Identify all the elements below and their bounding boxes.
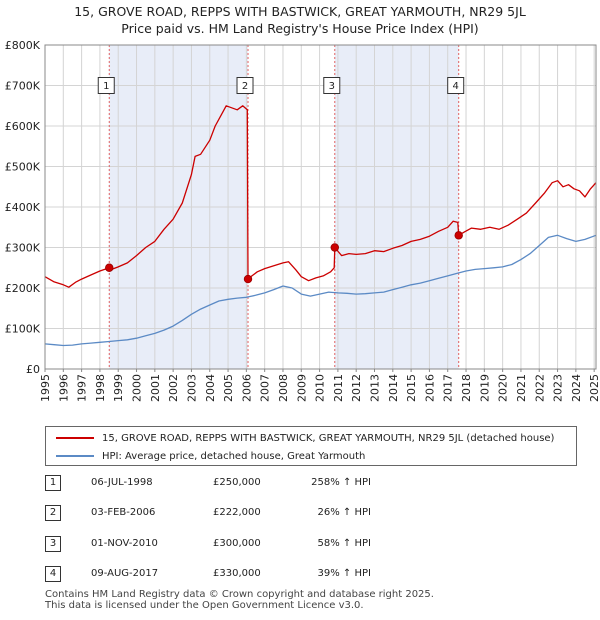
chart-subtitle: Price paid vs. HM Land Registry's House …: [121, 21, 479, 36]
x-tick-label: 2006: [240, 374, 253, 402]
x-tick-label: 2022: [533, 374, 546, 402]
sale-marker-label-4: 4: [453, 81, 459, 92]
sale-hpi-change: 26% ↑ HPI: [317, 507, 371, 518]
x-tick-label: 2016: [423, 374, 436, 402]
x-tick-label: 2007: [259, 374, 272, 402]
sale-row-3: 3 01-NOV-2010 £300,000 58% ↑ HPI: [45, 536, 585, 554]
sale-hpi-change: 58% ↑ HPI: [317, 538, 371, 549]
x-tick-label: 2024: [570, 374, 583, 402]
x-tick-label: 1998: [94, 374, 107, 402]
hpi-series-line: [44, 234, 597, 347]
x-tick-label: 1996: [57, 374, 70, 402]
y-tick-label: £700K: [5, 80, 41, 93]
x-tick-label: 2025: [588, 374, 600, 402]
y-tick-label: £100K: [5, 323, 41, 336]
sale-marker-box-4: [447, 77, 465, 94]
footer-licence: This data is licensed under the Open Gov…: [45, 600, 364, 611]
legend-label-hpi: HPI: Average price, detached house, Grea…: [102, 450, 366, 462]
x-tick-label: 2011: [332, 374, 345, 402]
sale-date: 09-AUG-2017: [91, 568, 159, 579]
x-tick-label: 2019: [478, 374, 491, 402]
sale-marker-box-2: [236, 77, 254, 94]
x-tick-label: 2005: [222, 374, 235, 402]
x-tick-label: 2023: [552, 374, 565, 402]
legend-item-property: 15, GROVE ROAD, REPPS WITH BASTWICK, GRE…: [56, 429, 554, 447]
sale-marker-label-2: 2: [242, 81, 248, 92]
x-tick-label: 1997: [76, 374, 89, 402]
y-tick-label: £0: [26, 363, 40, 376]
x-tick-label: 2014: [387, 374, 400, 402]
sale-marker-box-1: [97, 77, 115, 94]
sale-point-1: [105, 263, 114, 272]
legend-item-hpi: HPI: Average price, detached house, Grea…: [56, 447, 365, 465]
x-tick-label: 2000: [131, 374, 144, 402]
chart-title: 15, GROVE ROAD, REPPS WITH BASTWICK, GRE…: [74, 4, 526, 19]
x-tick-label: 1995: [39, 374, 52, 402]
x-tick-label: 2013: [369, 374, 382, 402]
sale-price: £300,000: [213, 538, 261, 549]
sale-date: 06-JUL-1998: [91, 477, 153, 488]
x-tick-label: 2009: [295, 374, 308, 402]
sale-price: £250,000: [213, 477, 261, 488]
sale-number-badge: 2: [45, 505, 61, 521]
sale-row-4: 4 09-AUG-2017 £330,000 39% ↑ HPI: [45, 566, 585, 584]
sale-marker-label-3: 3: [329, 81, 335, 92]
x-tick-label: 2008: [277, 374, 290, 402]
sale-row-1: 1 06-JUL-1998 £250,000 258% ↑ HPI: [45, 475, 585, 493]
sale-price: £330,000: [213, 568, 261, 579]
plot-border: [44, 44, 597, 370]
y-tick-label: £400K: [5, 201, 41, 214]
sale-point-3: [330, 243, 339, 252]
legend-swatch-property: [56, 437, 94, 439]
sale-marker-label-1: 1: [103, 81, 109, 92]
x-tick-label: 2010: [314, 374, 327, 402]
sale-date: 01-NOV-2010: [91, 538, 158, 549]
x-tick-label: 2017: [442, 374, 455, 402]
sale-point-4: [454, 231, 463, 240]
sale-price: £222,000: [213, 507, 261, 518]
sale-number-badge: 3: [45, 536, 61, 552]
price-chart: 1 2 3 4 £0 £100K £200K £300K £400K £500K £600K £700…: [5, 39, 600, 402]
x-tick-label: 2012: [350, 374, 363, 402]
x-tick-label: 2003: [185, 374, 198, 402]
legend-label-property: 15, GROVE ROAD, REPPS WITH BASTWICK, GRE…: [102, 432, 555, 444]
chart-legend: 15, GROVE ROAD, REPPS WITH BASTWICK, GRE…: [45, 426, 577, 466]
x-tick-label: 2018: [460, 374, 473, 402]
property-series-line: [44, 105, 597, 288]
sale-date: 03-FEB-2006: [91, 507, 156, 518]
x-tick-label: 2002: [167, 374, 180, 402]
x-tick-label: 1999: [112, 374, 125, 402]
sale-hpi-change: 258% ↑ HPI: [311, 477, 371, 488]
x-tick-label: 2004: [204, 374, 217, 402]
y-tick-label: £300K: [5, 242, 41, 255]
y-tick-label: £800K: [5, 39, 41, 52]
sale-number-badge: 1: [45, 475, 61, 491]
y-tick-label: £600K: [5, 120, 41, 133]
sale-hpi-change: 39% ↑ HPI: [317, 568, 371, 579]
footer-copyright: Contains HM Land Registry data © Crown c…: [45, 589, 434, 600]
sale-number-badge: 4: [45, 566, 61, 582]
sale-marker-box-3: [323, 77, 341, 94]
sale-row-2: 2 03-FEB-2006 £222,000 26% ↑ HPI: [45, 505, 585, 523]
legend-swatch-hpi: [56, 455, 94, 457]
sale-point-2: [243, 274, 253, 284]
x-tick-label: 2001: [149, 374, 162, 402]
x-tick-label: 2015: [405, 374, 418, 402]
y-tick-label: £500K: [5, 161, 41, 174]
x-tick-label: 2021: [515, 374, 528, 402]
y-tick-label: £200K: [5, 282, 41, 295]
x-tick-label: 2020: [497, 374, 510, 402]
